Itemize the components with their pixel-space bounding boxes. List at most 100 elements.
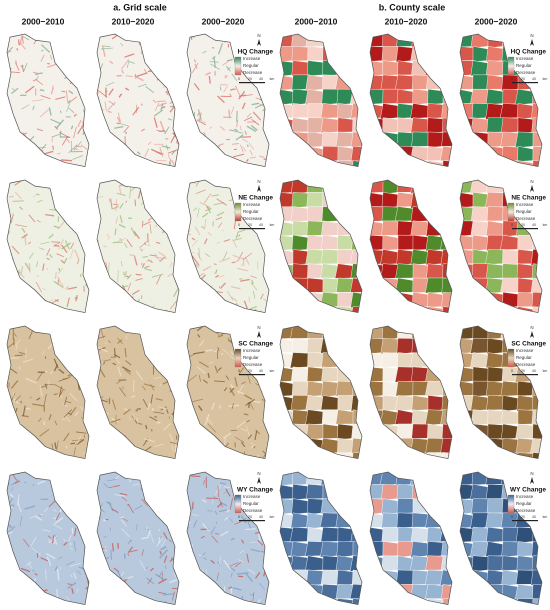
- map-panel: [369, 33, 453, 168]
- county: [350, 103, 362, 119]
- map-texture: [162, 489, 168, 492]
- map-texture: [36, 193, 40, 196]
- county: [442, 472, 452, 486]
- county: [351, 352, 362, 369]
- map-texture: [147, 141, 152, 145]
- map-fill: [280, 180, 362, 313]
- map-texture: [177, 578, 179, 588]
- map-texture: [58, 556, 63, 560]
- map-texture: [174, 345, 179, 348]
- county: [337, 206, 357, 223]
- map-texture: [161, 217, 167, 222]
- map-texture: [272, 498, 280, 499]
- map-texture: [233, 153, 245, 158]
- map-texture: [74, 249, 80, 261]
- map-texture: [144, 528, 150, 531]
- map-texture: [150, 429, 153, 432]
- map-texture: [196, 366, 206, 374]
- column-label: 2000−2020: [475, 16, 518, 26]
- map-texture: [54, 242, 61, 246]
- map-texture: [39, 109, 50, 118]
- map-texture: [247, 374, 251, 384]
- map-texture: [192, 62, 199, 73]
- map-texture: [137, 453, 141, 458]
- map-texture: [119, 215, 123, 224]
- column-label: 2000−2020: [202, 16, 245, 26]
- map-texture: [240, 165, 243, 167]
- county: [289, 352, 309, 369]
- map-texture: [272, 47, 280, 51]
- county: [426, 220, 445, 237]
- map-texture: [251, 102, 260, 106]
- map-texture: [216, 241, 221, 244]
- map-texture: [235, 85, 241, 96]
- map-texture: [68, 53, 80, 59]
- county: [532, 598, 542, 605]
- county: [381, 160, 402, 167]
- map-texture: [252, 290, 256, 299]
- legend-title: SC Change: [238, 341, 273, 348]
- map-texture: [185, 551, 186, 559]
- county: [460, 306, 476, 313]
- map-texture: [47, 499, 57, 509]
- county: [307, 326, 324, 340]
- county: [395, 263, 416, 279]
- map-texture: [237, 229, 246, 233]
- map-texture: [267, 601, 269, 605]
- county: [469, 88, 489, 106]
- map-texture: [149, 186, 160, 189]
- map-texture: [66, 138, 71, 144]
- map-texture: [238, 367, 245, 375]
- map-texture: [91, 442, 94, 443]
- county: [426, 180, 445, 195]
- map-texture: [217, 43, 224, 55]
- map-texture: [175, 215, 179, 218]
- map-texture: [10, 368, 18, 374]
- map-texture: [238, 314, 246, 319]
- map-texture: [57, 280, 60, 285]
- map-texture: [85, 354, 89, 359]
- map-texture: [119, 237, 123, 242]
- scale-label: 40: [259, 223, 263, 227]
- county: [351, 380, 362, 398]
- map-panel: [369, 179, 453, 314]
- map-texture: [17, 494, 20, 506]
- map-texture: [114, 299, 116, 311]
- map-texture: [171, 336, 178, 339]
- legend-label: Regular: [516, 63, 532, 68]
- map-panel: [279, 471, 363, 606]
- map-texture: [158, 528, 161, 532]
- legend-label: Decrease: [516, 70, 536, 75]
- map-texture: [159, 549, 169, 559]
- map-texture: [44, 394, 47, 404]
- map-texture: [69, 248, 74, 260]
- map-texture: [252, 111, 262, 121]
- map-texture: [70, 242, 75, 250]
- map-texture: [67, 286, 77, 290]
- county: [460, 438, 478, 455]
- map-texture: [199, 444, 205, 450]
- map-texture: [231, 73, 238, 82]
- map-texture: [160, 56, 167, 60]
- county: [381, 555, 400, 572]
- county: [306, 220, 324, 237]
- map-texture: [210, 526, 216, 535]
- map-texture: [209, 304, 213, 308]
- map-texture: [187, 109, 188, 114]
- map-texture: [39, 385, 43, 397]
- map-texture: [27, 241, 32, 245]
- county: [280, 423, 297, 440]
- legend-label: Decrease: [243, 70, 263, 75]
- county: [291, 366, 309, 382]
- county: [289, 160, 311, 167]
- map-texture: [84, 86, 89, 91]
- map-texture: [12, 200, 24, 202]
- map-texture: [97, 305, 101, 313]
- county: [470, 395, 489, 412]
- map-texture: [59, 130, 62, 138]
- map-texture: [160, 456, 167, 459]
- map-texture: [223, 559, 232, 571]
- county: [320, 584, 339, 601]
- county: [531, 555, 542, 572]
- map-texture: [81, 346, 88, 356]
